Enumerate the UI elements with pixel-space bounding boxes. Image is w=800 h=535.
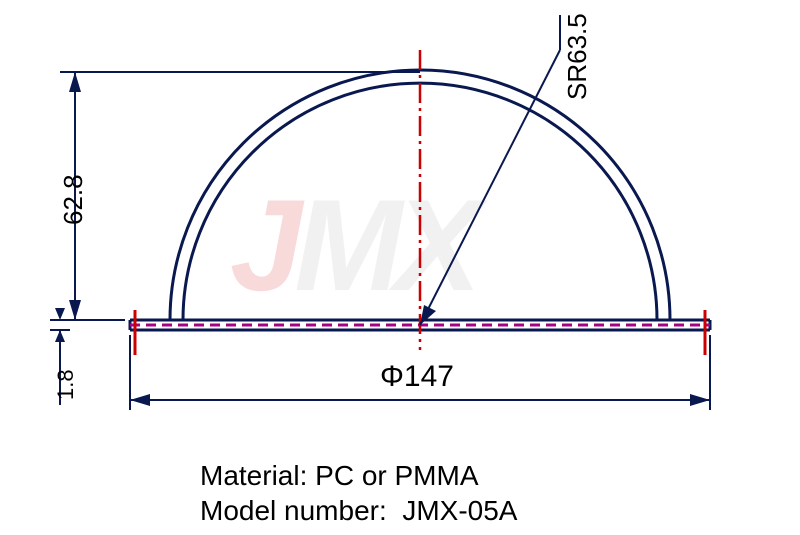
material-value: PC or PMMA: [315, 460, 478, 491]
model-value: JMX-05A: [402, 495, 517, 526]
label-diameter: Φ147: [380, 360, 454, 394]
material-label: Material:: [200, 460, 307, 491]
dim-dia-arrow-left: [130, 394, 150, 406]
dim-height-arrow-top: [69, 72, 81, 92]
dim-dia-arrow-right: [690, 394, 710, 406]
technical-drawing: [0, 0, 800, 535]
dim-radius-leader: [420, 50, 560, 325]
dim-height-arrow-bot: [69, 300, 81, 320]
dim-thick-arrow-top: [55, 308, 65, 320]
model-line: Model number: JMX-05A: [200, 495, 517, 527]
label-height: 62.8: [58, 174, 89, 225]
material-line: Material: PC or PMMA: [200, 460, 479, 492]
label-thickness: 1.8: [53, 369, 79, 400]
model-label: Model number:: [200, 495, 387, 526]
dim-radius-arrow: [420, 305, 436, 325]
label-radius: SR63.5: [562, 13, 593, 100]
